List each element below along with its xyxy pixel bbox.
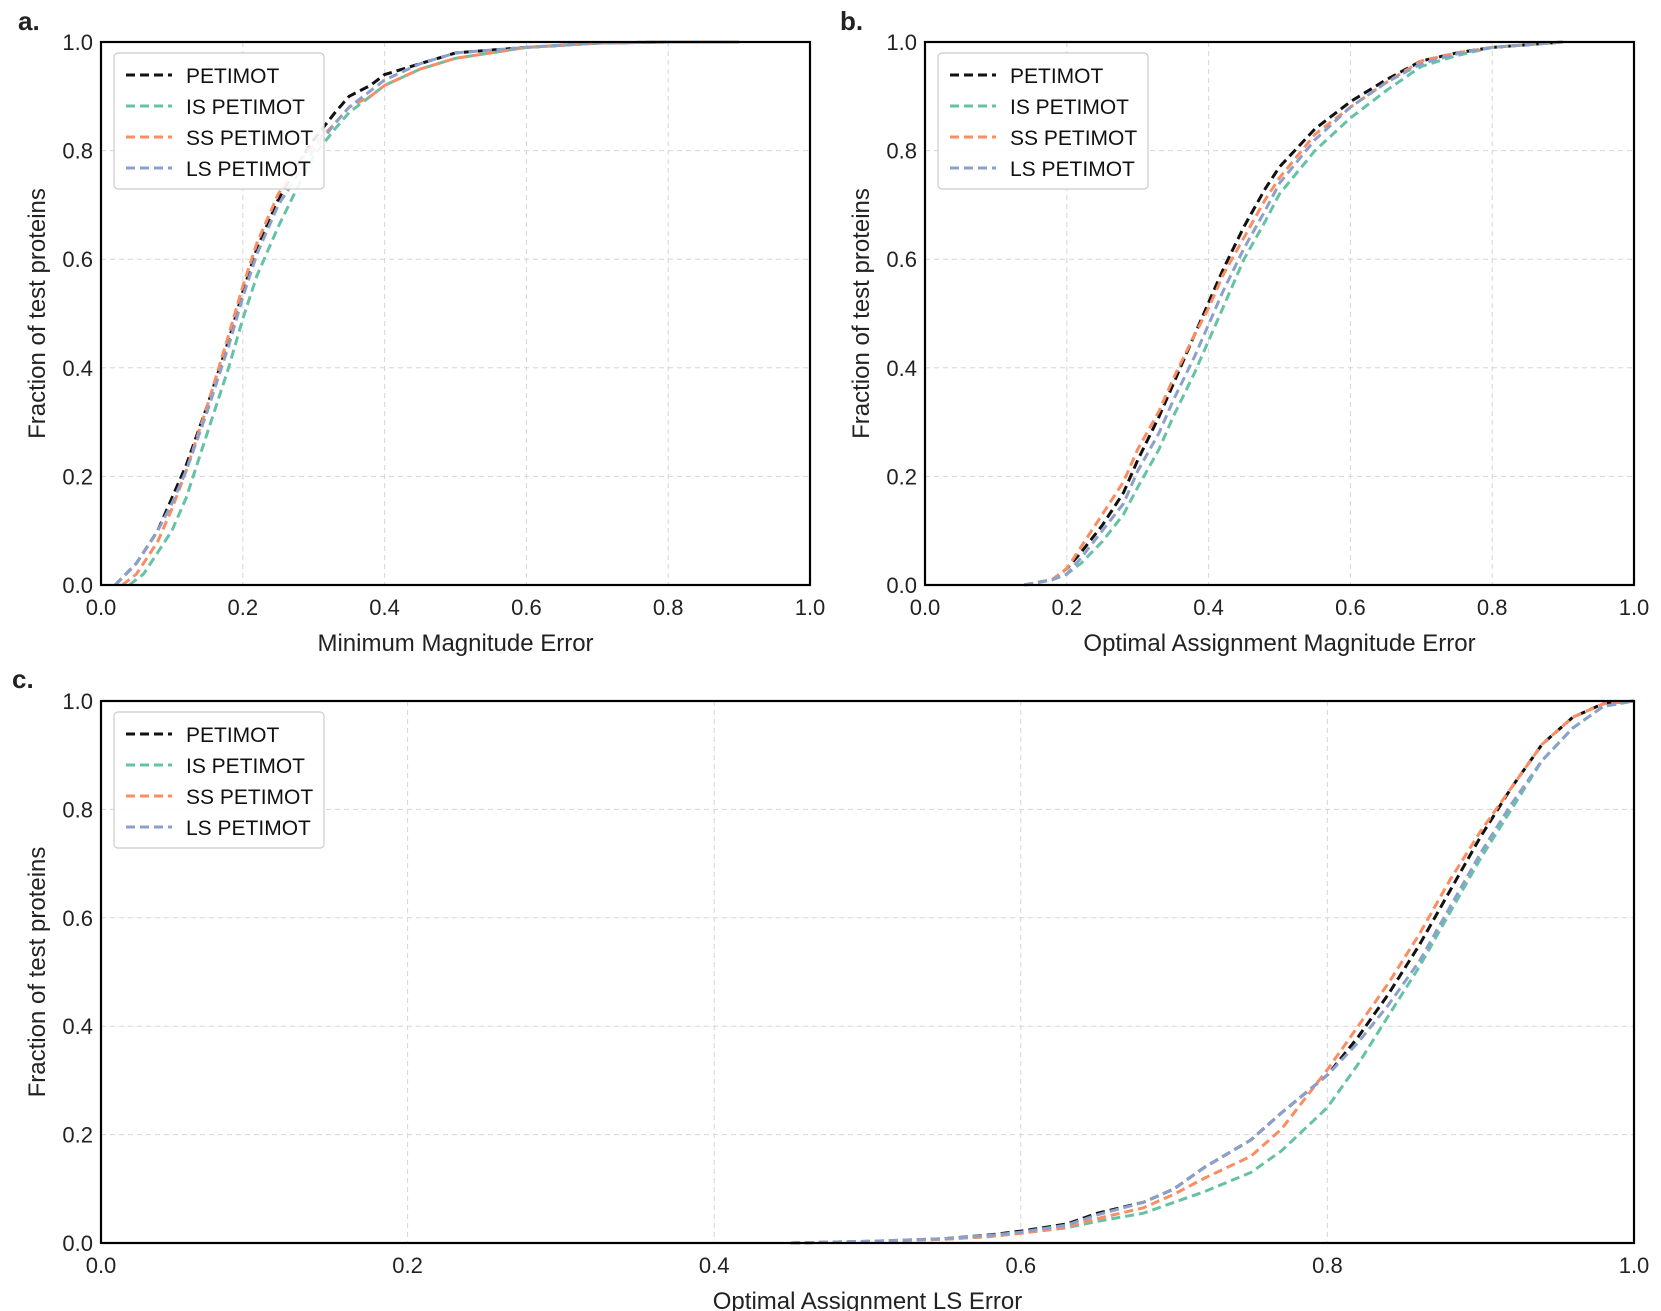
x-tick-label: 0.2 [1052,595,1083,620]
x-tick-label: 0.8 [1477,595,1508,620]
x-tick-label: 0.2 [228,595,259,620]
legend-label: LS PETIMOT [186,817,311,840]
x-axis-label: Minimum Magnitude Error [317,630,593,657]
legend-box [937,52,1149,190]
x-tick-label: 0.2 [392,1253,423,1278]
legend-label: LS PETIMOT [186,158,311,181]
legend-label: IS PETIMOT [186,96,305,119]
x-tick-label: 0.0 [86,1253,117,1278]
legend-label: PETIMOT [186,65,280,88]
x-axis-label: Optimal Assignment LS Error [713,1288,1022,1311]
legend: PETIMOT IS PETIMOT SS PETIMOT LS PETIMOT [113,52,325,190]
series-line-ss-petimot [790,699,1635,1245]
legend: PETIMOT IS PETIMOT SS PETIMOT LS PETIMOT [113,711,325,849]
x-tick-label: 0.4 [1193,595,1224,620]
legend: PETIMOT IS PETIMOT SS PETIMOT LS PETIMOT [937,52,1149,190]
legend-label: SS PETIMOT [186,127,313,150]
x-tick-label: 0.4 [369,595,400,620]
y-tick-label: 0.2 [886,464,917,489]
y-tick-label: 0.4 [886,356,917,381]
x-tick-label: 0.6 [511,595,542,620]
chart-panel-1: a. 0.0 0.2 0.4 0.6 0.8 1.0 0.0 0.2 0.4 0.6 0.8 1.0 Mi… [18,6,825,657]
y-tick-label: 0.6 [62,906,93,931]
y-tick-label: 1.0 [62,689,93,714]
series-line-ls-petimot [790,699,1635,1245]
series-line-is-petimot [1024,40,1564,587]
y-axis-label: Fraction of test proteins [24,847,51,1098]
x-tick-label: 0.8 [653,595,684,620]
x-tick-label: 1.0 [1619,595,1650,620]
plot-frame [923,40,1636,587]
x-axis-label: Optimal Assignment Magnitude Error [1083,630,1475,657]
legend-label: IS PETIMOT [1010,96,1129,119]
panel-label: b. [840,6,863,36]
panel-label: c. [12,664,34,694]
plot-frame [99,40,812,587]
y-tick-label: 0.0 [886,573,917,598]
series-line-ss-petimot [121,40,740,587]
plot-frame [99,699,1636,1245]
chart-panel-2: b. 0.0 0.2 0.4 0.6 0.8 1.0 0.0 0.2 0.4 0.6 0.8 1.0 Op… [840,6,1649,657]
legend-label: LS PETIMOT [1010,158,1135,181]
y-tick-label: 0.0 [62,1231,93,1256]
panel-label: a. [18,6,40,36]
x-tick-label: 0.6 [1006,1253,1037,1278]
y-tick-label: 0.8 [886,139,917,164]
legend-box [113,711,325,849]
chart-panel-3: c. 0.0 0.2 0.4 0.6 0.8 1.0 0.0 0.2 0.4 0.6 0.8 1.0 Op… [12,664,1649,1311]
x-tick-label: 0.6 [1335,595,1366,620]
x-tick-label: 0.0 [910,595,941,620]
x-tick-label: 0.0 [86,595,117,620]
legend-label: PETIMOT [186,724,280,747]
y-tick-label: 1.0 [62,30,93,55]
legend-label: SS PETIMOT [186,786,313,809]
y-tick-label: 0.8 [62,797,93,822]
legend-label: IS PETIMOT [186,755,305,778]
y-tick-label: 1.0 [886,30,917,55]
legend-box [113,52,325,190]
x-tick-label: 1.0 [1619,1253,1650,1278]
y-tick-label: 0.6 [62,247,93,272]
y-axis-label: Fraction of test proteins [848,188,875,439]
series-line-ls-petimot [1024,40,1564,587]
series-line-ss-petimot [1024,40,1564,587]
y-tick-label: 0.4 [62,356,93,381]
y-tick-label: 0.8 [62,139,93,164]
series-line-is-petimot [790,699,1635,1245]
x-tick-label: 0.4 [699,1253,730,1278]
y-tick-label: 0.2 [62,464,93,489]
y-tick-label: 0.4 [62,1014,93,1039]
x-tick-label: 1.0 [795,595,826,620]
legend-label: SS PETIMOT [1010,127,1137,150]
y-tick-label: 0.2 [62,1123,93,1148]
y-tick-label: 0.0 [62,573,93,598]
legend-label: PETIMOT [1010,65,1104,88]
y-axis-label: Fraction of test proteins [24,188,51,439]
x-tick-label: 0.8 [1312,1253,1343,1278]
y-tick-label: 0.6 [886,247,917,272]
